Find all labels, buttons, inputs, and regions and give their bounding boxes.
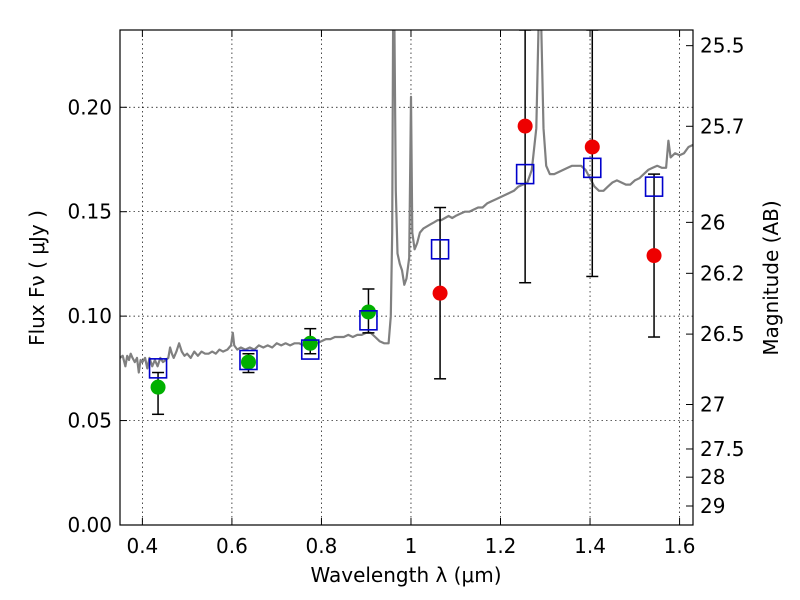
x-tick-label: 1.4 xyxy=(574,534,606,558)
model-point xyxy=(300,339,320,360)
x-axis-label: Wavelength λ (μm) xyxy=(310,563,501,587)
observed-point xyxy=(302,335,318,351)
right-tick-label: 26.5 xyxy=(700,322,745,346)
model-point xyxy=(644,176,664,197)
x-tick-label: 1.2 xyxy=(485,534,517,558)
model-point xyxy=(430,239,450,260)
observed-point xyxy=(150,379,166,395)
right-tick-label: 25.5 xyxy=(700,34,745,58)
observed-point xyxy=(432,285,448,301)
x-tick-label: 1.6 xyxy=(664,534,696,558)
model-point xyxy=(582,157,602,179)
y-tick-label: 0.20 xyxy=(67,95,112,119)
observed-points xyxy=(150,118,662,395)
y-tick-label: 0.15 xyxy=(67,200,112,224)
right-tick-label: 26.2 xyxy=(700,261,745,285)
model-spectrum xyxy=(120,30,693,374)
plot-frame xyxy=(119,29,694,526)
spectrum-line xyxy=(120,30,693,374)
right-axis-label: Magnitude (AB) xyxy=(759,200,783,355)
model-point xyxy=(148,358,168,379)
axis-ticks: 0.4 0.6 0.8 1 1.2 1.4 1.6 0.00 0.05 0.10 0.15 0.20 2… xyxy=(67,30,745,558)
y-axis-label: Flux Fν ( μJy ) xyxy=(25,210,49,346)
model-point xyxy=(239,349,258,371)
observed-point xyxy=(360,304,376,320)
observed-point xyxy=(240,354,256,370)
x-tick-label: 0.6 xyxy=(216,534,248,558)
right-tick-label: 26 xyxy=(700,210,725,234)
right-tick-label: 27 xyxy=(700,392,725,416)
y-tick-label: 0.10 xyxy=(67,304,112,328)
right-tick-label: 25.7 xyxy=(700,114,745,138)
y-tick-label: 0.00 xyxy=(67,513,112,537)
x-tick-label: 0.8 xyxy=(306,534,338,558)
right-tick-label: 28 xyxy=(700,465,725,489)
observed-point xyxy=(517,118,533,134)
x-tick-label: 1 xyxy=(405,534,418,558)
model-photometry-points xyxy=(148,157,664,379)
model-point xyxy=(359,310,378,331)
x-tick-label: 0.4 xyxy=(126,534,158,558)
y-tick-label: 0.05 xyxy=(67,409,112,433)
error-bars xyxy=(152,30,661,416)
model-point xyxy=(515,163,535,185)
observed-point xyxy=(584,139,600,155)
right-tick-label: 27.5 xyxy=(700,437,745,461)
observed-point xyxy=(646,248,662,264)
right-tick-label: 29 xyxy=(700,494,725,518)
